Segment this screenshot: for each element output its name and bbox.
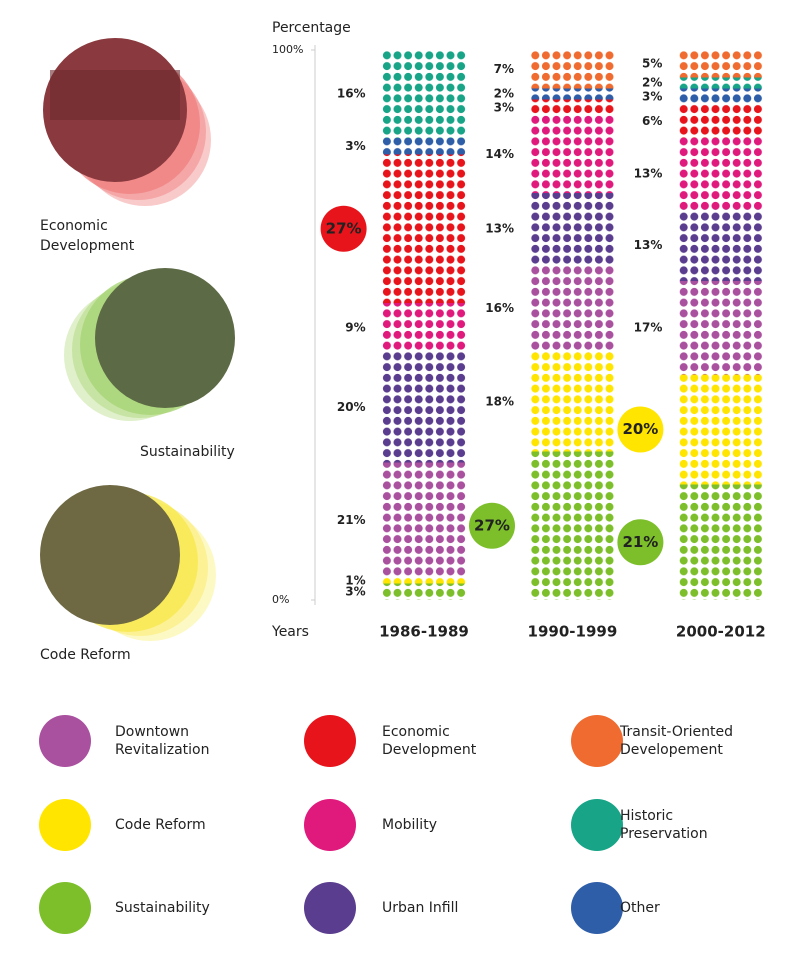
dot-segment: [678, 105, 764, 138]
value-label: 6%: [642, 114, 662, 128]
dot-segment: [678, 88, 764, 105]
legend-swatch: [39, 882, 91, 934]
dot-segment: [381, 154, 467, 303]
image-caption: Code Reform: [40, 647, 131, 663]
dot-segment: [678, 77, 764, 89]
legend-label: Code Reform: [115, 817, 206, 833]
value-label: 21%: [337, 513, 366, 527]
value-label: 1%: [345, 573, 365, 587]
legend-swatch: [304, 799, 356, 851]
y-axis-label: Percentage: [272, 20, 351, 36]
legend-label: Transit-Oriented Developement: [620, 724, 733, 758]
value-label: 13%: [485, 221, 514, 235]
value-label: 13%: [634, 238, 663, 252]
value-label: 3%: [345, 584, 365, 598]
y-tick-label: 0%: [272, 593, 289, 606]
highlight-bubble: [469, 502, 515, 549]
x-axis-label: Years: [271, 624, 309, 640]
legend-swatch: [571, 882, 623, 934]
dot-segment: [381, 352, 467, 463]
legend-label: Sustainability: [115, 900, 210, 916]
value-label: 7%: [494, 62, 514, 76]
legend-label: Economic Development: [382, 724, 477, 758]
highlight-bubble: [617, 519, 664, 566]
legend-swatch: [571, 799, 623, 851]
dot-segment: [381, 138, 467, 155]
value-label: 13%: [634, 166, 663, 180]
dot-segment: [381, 303, 467, 353]
value-label: 5%: [642, 56, 662, 70]
value-label: 21%: [622, 533, 658, 551]
legend-swatch: [571, 715, 623, 767]
value-label: 17%: [634, 320, 663, 334]
legend-label: Downtown Revitalization: [115, 724, 210, 758]
dot-segment: [530, 264, 615, 353]
code-reform-image: [40, 485, 216, 641]
dot-segment: [530, 352, 615, 452]
x-tick-label: 1990-1999: [528, 623, 618, 641]
economic-image: [43, 38, 211, 206]
legend-swatch: [39, 715, 91, 767]
value-label: 2%: [642, 76, 662, 90]
image-caption: Economic Development: [40, 218, 135, 254]
value-label: 3%: [642, 89, 662, 103]
value-label: 27%: [474, 516, 510, 534]
value-label: 3%: [494, 100, 514, 114]
value-label: 27%: [326, 219, 362, 237]
value-label: 3%: [345, 139, 365, 153]
dot-segment: [530, 116, 615, 193]
dot-segment: [678, 374, 764, 485]
dot-segment: [678, 209, 764, 281]
legend-label: Mobility: [382, 817, 437, 833]
value-label: 18%: [485, 395, 514, 409]
dot-segment: [530, 193, 615, 265]
y-tick-label: 100%: [272, 43, 303, 56]
value-label: 16%: [485, 301, 514, 315]
legend-label: Historic Preservation: [620, 808, 708, 842]
dot-segment: [381, 578, 467, 584]
legend-swatch: [39, 799, 91, 851]
legend-label: Urban Infill: [382, 900, 459, 916]
value-label: 20%: [337, 400, 366, 414]
dot-segment: [678, 484, 764, 600]
sustainability-image: [64, 268, 235, 421]
legend-swatch: [304, 715, 356, 767]
legend-swatch: [304, 882, 356, 934]
value-label: 14%: [485, 147, 514, 161]
x-tick-label: 1986-1989: [379, 623, 469, 641]
dot-segment: [381, 50, 467, 138]
dot-segment: [678, 281, 764, 375]
image-caption: Sustainability: [140, 444, 235, 460]
value-label: 20%: [622, 420, 658, 438]
dot-segment: [530, 50, 615, 89]
dot-segment: [381, 583, 467, 600]
dot-segment: [530, 88, 615, 100]
dot-segment: [381, 462, 467, 578]
value-label: 9%: [345, 320, 365, 334]
x-tick-label: 2000-2012: [676, 623, 766, 641]
highlight-bubble: [320, 205, 367, 252]
legend-label: Other: [620, 900, 660, 916]
dot-segment: [530, 99, 615, 116]
value-label: 16%: [337, 87, 366, 101]
highlight-bubble: [617, 406, 664, 453]
dot-segment: [678, 50, 764, 78]
value-label: 2%: [494, 87, 514, 101]
dot-segment: [530, 451, 615, 600]
dot-segment: [678, 138, 764, 210]
